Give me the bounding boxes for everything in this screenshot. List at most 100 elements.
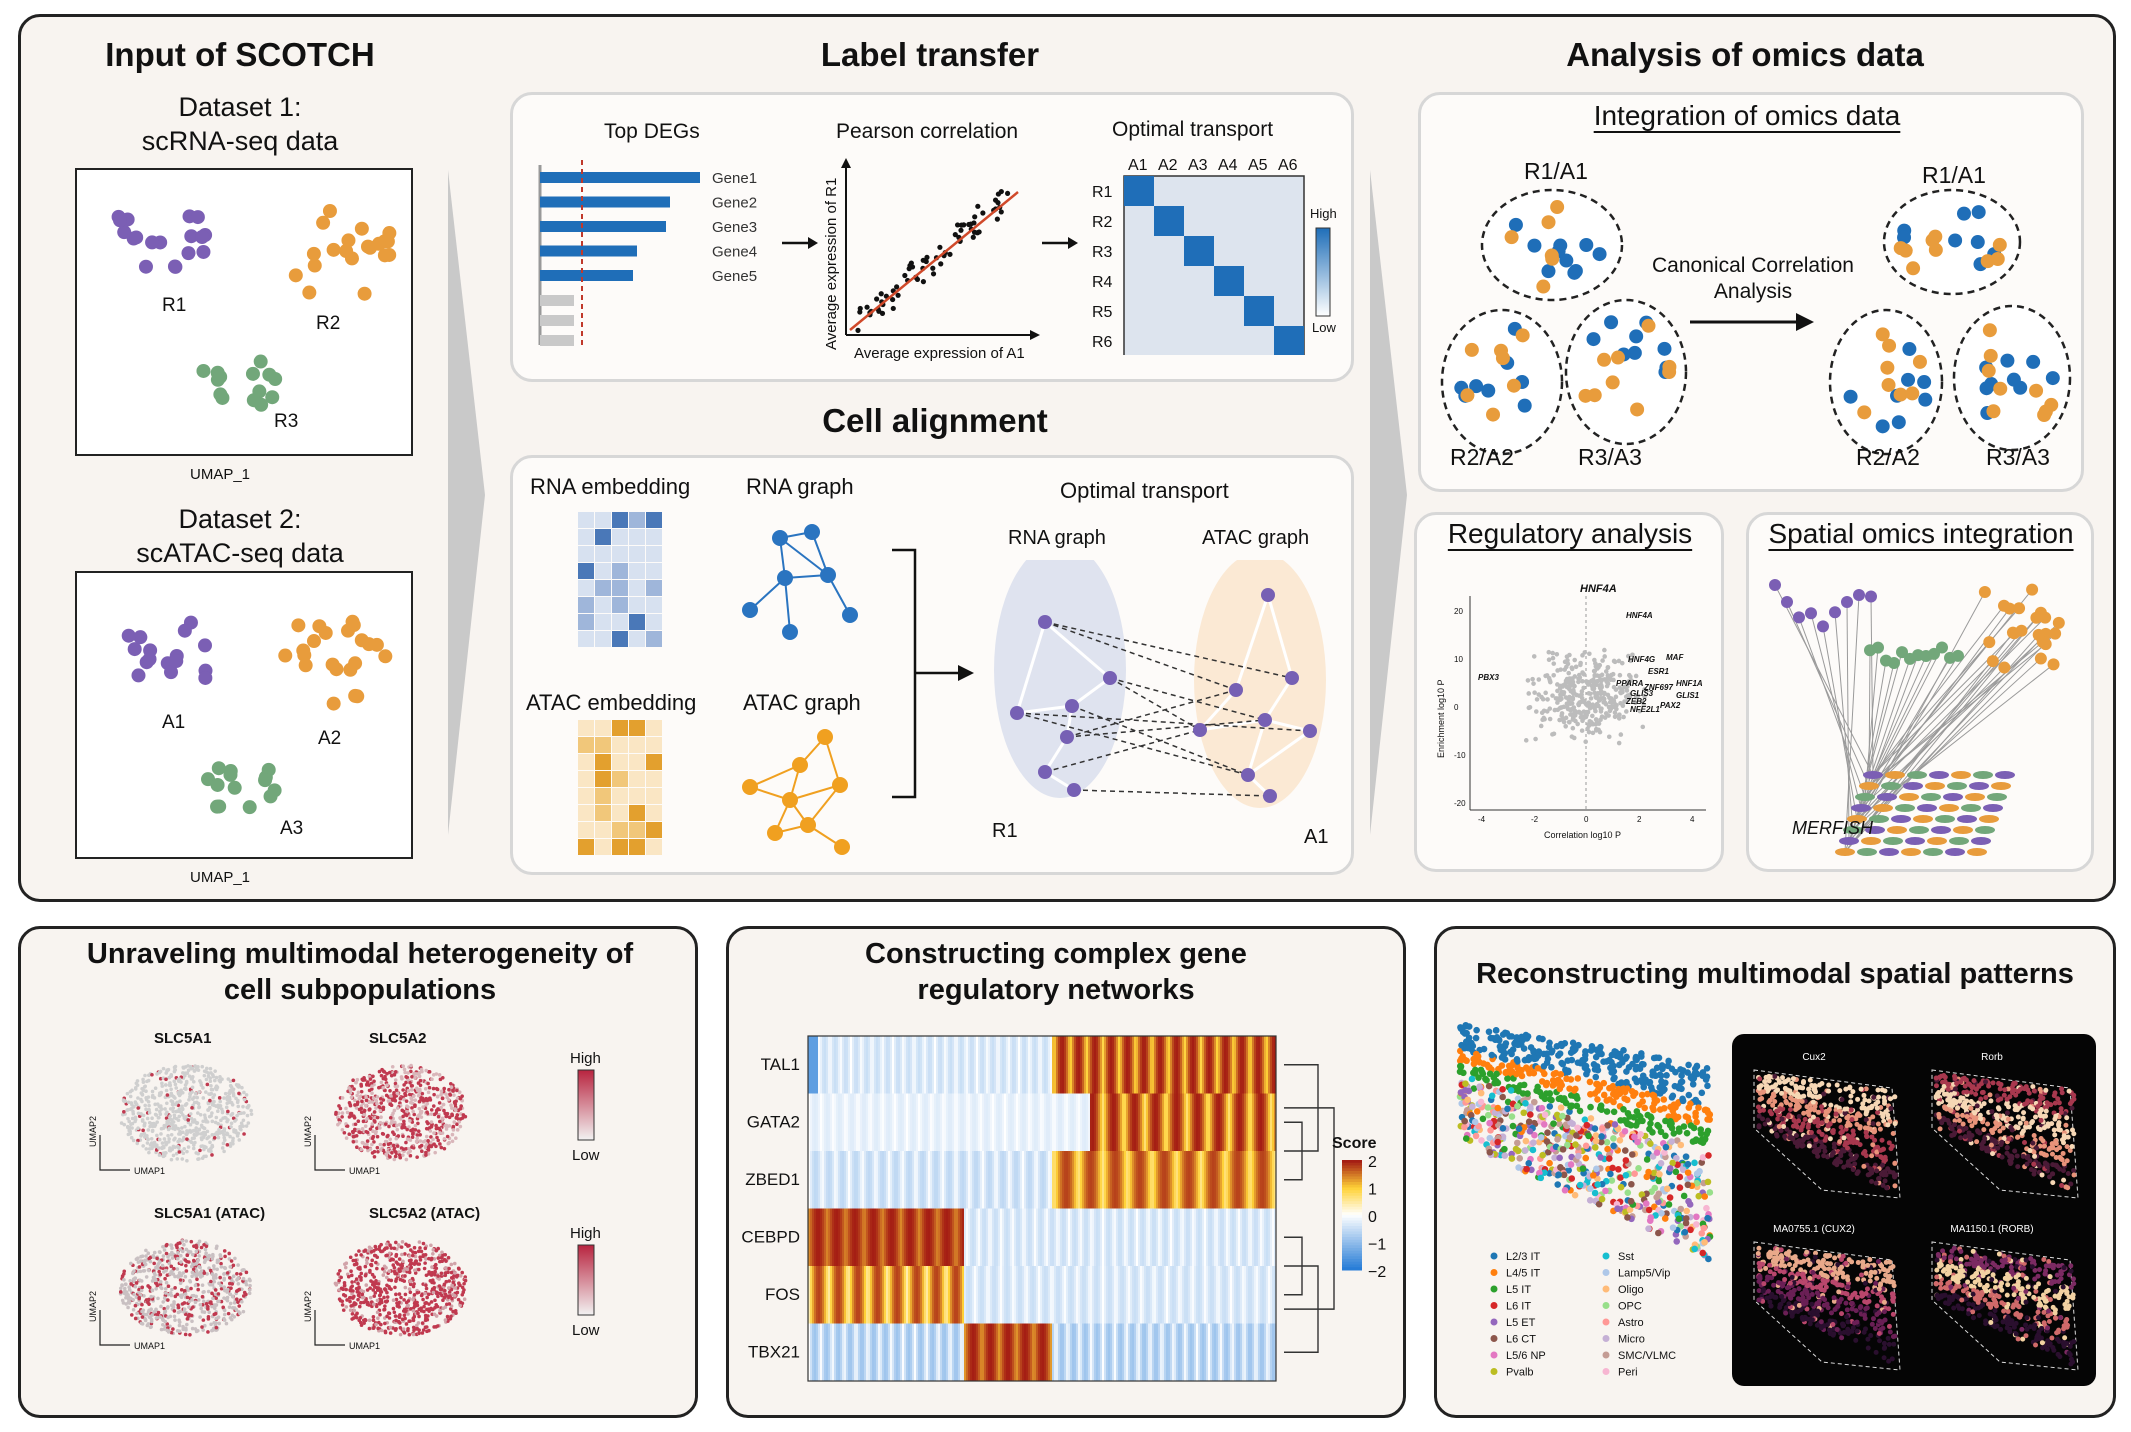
umap-point (440, 1255, 444, 1259)
umap-cell (177, 623, 192, 638)
atac-graph-edge (1264, 718, 1311, 733)
heatmap-cell (888, 1266, 891, 1324)
heatmap-cell (1160, 1036, 1163, 1094)
heatmap-cell (1252, 1151, 1255, 1209)
umap-point (378, 1290, 383, 1294)
group-cell (1906, 261, 1921, 276)
umap-point (214, 1325, 219, 1330)
umap-point (424, 1286, 429, 1291)
group-cell (1875, 327, 1890, 342)
umap-point (387, 1316, 392, 1320)
volcano-point (1587, 718, 1593, 724)
heatmap-cell (1258, 1036, 1261, 1094)
heatmap-cell (910, 1151, 913, 1209)
umap-point (171, 1106, 176, 1110)
group-cell (1902, 342, 1917, 357)
group-cell (1550, 200, 1565, 215)
umap-point (429, 1144, 434, 1149)
umap-point (140, 1309, 144, 1314)
embedding-cell (595, 546, 611, 562)
umap-point (405, 1104, 409, 1108)
umap-cell (129, 230, 144, 245)
umap-point (201, 1096, 206, 1100)
umap-point (367, 1318, 372, 1323)
umap-point (349, 1288, 354, 1293)
umap-point (210, 1153, 214, 1157)
heatmap-cell (824, 1208, 827, 1266)
umap-point (380, 1131, 385, 1136)
umap-point (121, 1301, 126, 1305)
heatmap-cell (1254, 1208, 1257, 1266)
heatmap-cell (1274, 1208, 1277, 1266)
heatmap-cell (1000, 1093, 1003, 1151)
umap-point (416, 1093, 421, 1098)
umap-point (222, 1312, 227, 1317)
umap-point (417, 1106, 422, 1111)
rna-graph-edge (1016, 704, 1073, 715)
umap-point (227, 1305, 232, 1309)
volcano-point (1569, 665, 1575, 670)
heatmap-cell (926, 1266, 929, 1324)
umap-point (203, 1323, 207, 1328)
umap-point (375, 1310, 380, 1315)
umap-point (419, 1115, 424, 1119)
umap-point (228, 1083, 233, 1088)
umap-point (434, 1325, 438, 1329)
umap-point (403, 1316, 407, 1321)
heatmap-cell (1162, 1036, 1165, 1094)
umap-point (372, 1294, 377, 1298)
umap-point (242, 1132, 246, 1136)
heatmap-cell (1116, 1208, 1119, 1266)
umap-point (401, 1269, 406, 1273)
umap-point (208, 1066, 213, 1071)
umap-point (162, 1296, 167, 1300)
umap-point (398, 1096, 403, 1101)
heatmap-cell (1104, 1036, 1107, 1094)
mapping-line (1834, 612, 1854, 831)
umap-point (408, 1282, 413, 1287)
umap-point (173, 1124, 178, 1128)
umap-point (183, 1274, 188, 1279)
heatmap-cell (1160, 1151, 1163, 1209)
umap-point (402, 1279, 407, 1283)
heatmap-cell (896, 1036, 899, 1094)
umap-point (173, 1082, 178, 1087)
graph-edge (779, 537, 829, 576)
umap-point (136, 1096, 140, 1100)
umap-point (146, 1251, 151, 1256)
heatmap-cell (894, 1208, 897, 1266)
heatmap-cell (944, 1151, 947, 1209)
embedding-cell (629, 788, 645, 804)
heatmap-cell (1020, 1208, 1023, 1266)
heatmap-cell (1230, 1036, 1233, 1094)
umap-point (190, 1319, 194, 1324)
umap-cell (145, 235, 160, 250)
umap-point (425, 1329, 429, 1334)
umap-point (382, 1269, 387, 1274)
umap-point (379, 1242, 383, 1247)
cell-ot-diagram (994, 560, 1326, 808)
umap-point (421, 1105, 425, 1109)
umap-point (371, 1326, 376, 1330)
umap-point (365, 1145, 370, 1150)
heatmap-cell (1006, 1036, 1009, 1094)
umap-point (415, 1136, 419, 1141)
umap-point (359, 1278, 363, 1282)
ot-row-label: R5 (1092, 304, 1113, 321)
umap-cell (254, 397, 269, 412)
scatter-point (972, 214, 978, 220)
heatmap-cell (1156, 1208, 1159, 1266)
cca-label-line1: Canonical Correlation (1652, 254, 1854, 277)
ot-diagonal-cell (1184, 236, 1214, 266)
group-cell (1992, 237, 2007, 252)
heatmap-cell (1150, 1093, 1153, 1151)
umap-point (149, 1136, 154, 1141)
umap-point (222, 1096, 226, 1100)
umap-point (156, 1296, 160, 1301)
heatmap-cell (816, 1266, 819, 1324)
graph-edge (784, 577, 791, 633)
umap-point (184, 1115, 188, 1119)
umap-point (449, 1262, 454, 1267)
umap-point (125, 1091, 130, 1096)
group-cell (1956, 206, 1971, 221)
